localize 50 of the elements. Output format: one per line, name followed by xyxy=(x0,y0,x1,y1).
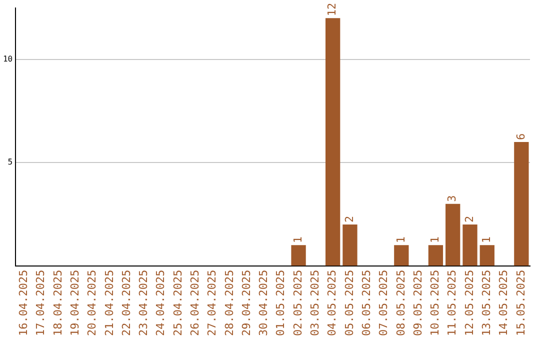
x-tick-label: 23.04.2025 xyxy=(137,270,150,336)
data-label: 1 xyxy=(480,236,493,244)
x-tick-label: 27.04.2025 xyxy=(206,270,219,336)
x-tick-label: 14.05.2025 xyxy=(497,270,510,336)
data-label: 1 xyxy=(394,236,408,244)
x-tick-label: 21.04.2025 xyxy=(102,270,116,336)
x-tick-label: 26.04.2025 xyxy=(188,270,202,336)
x-tick-label: 08.05.2025 xyxy=(394,270,408,336)
x-tick-label: 02.05.2025 xyxy=(291,270,304,336)
y-tick-label: 5 xyxy=(8,158,13,167)
x-tick-label: 29.04.2025 xyxy=(240,270,253,336)
x-tick-label: 17.04.2025 xyxy=(34,270,48,336)
x-tick-label: 10.05.2025 xyxy=(428,270,442,336)
bar xyxy=(480,245,494,266)
x-tick-label: 18.04.2025 xyxy=(51,270,64,336)
x-tick-label: 01.05.2025 xyxy=(274,270,288,336)
data-label: 6 xyxy=(514,133,528,140)
x-tick-label: 22.04.2025 xyxy=(120,270,133,336)
x-tick-label: 16.04.2025 xyxy=(17,270,30,336)
x-tick-label: 06.05.2025 xyxy=(360,270,373,336)
x-tick-label: 28.04.2025 xyxy=(222,270,236,336)
data-label: 1 xyxy=(428,236,442,244)
bar xyxy=(428,245,444,266)
x-tick-label: 19.04.2025 xyxy=(68,270,82,336)
x-tick-label: 25.04.2025 xyxy=(171,270,184,336)
x-tick-label: 11.05.2025 xyxy=(446,270,459,336)
bar xyxy=(325,18,340,266)
x-tick-label: 24.04.2025 xyxy=(154,270,168,336)
x-tick-label: 09.05.2025 xyxy=(411,270,424,336)
x-tick-label: 30.04.2025 xyxy=(257,270,270,336)
x-tick-label: 04.05.2025 xyxy=(326,270,339,336)
y-tick-label: 10 xyxy=(2,54,13,64)
bar xyxy=(394,245,409,266)
data-label: 2 xyxy=(342,216,356,222)
x-tick-label: 13.05.2025 xyxy=(480,270,493,336)
bar xyxy=(514,142,529,266)
data-label: 12 xyxy=(326,2,339,16)
bar xyxy=(462,224,478,266)
x-tick-label: 03.05.2025 xyxy=(308,270,322,336)
data-label: 3 xyxy=(446,195,459,202)
data-label: 1 xyxy=(291,236,304,244)
bar xyxy=(342,224,358,266)
x-tick-label: 15.05.2025 xyxy=(514,270,528,336)
bar xyxy=(446,204,460,266)
bar xyxy=(291,245,306,266)
x-tick-label: 20.04.2025 xyxy=(86,270,99,336)
x-tick-label: 07.05.2025 xyxy=(377,270,390,336)
x-tick-label: 12.05.2025 xyxy=(462,270,476,336)
x-tick-label: 05.05.2025 xyxy=(342,270,356,336)
data-label: 2 xyxy=(462,216,476,222)
